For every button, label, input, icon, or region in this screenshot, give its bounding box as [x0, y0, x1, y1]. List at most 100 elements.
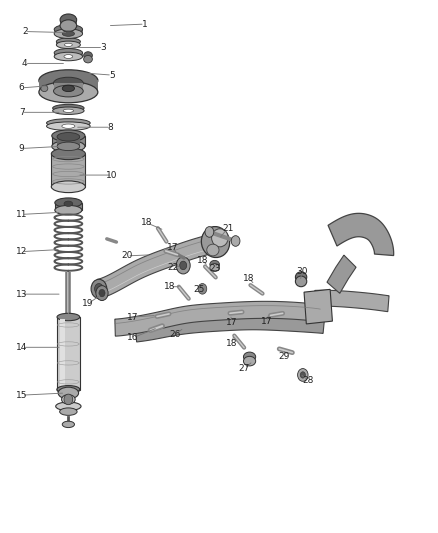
Bar — [54, 29, 82, 34]
Text: 17: 17 — [261, 317, 273, 326]
Ellipse shape — [210, 264, 219, 271]
PathPatch shape — [115, 301, 321, 336]
Text: 16: 16 — [127, 333, 139, 342]
Circle shape — [96, 286, 108, 301]
Ellipse shape — [51, 181, 85, 192]
Bar — [60, 20, 77, 26]
Bar — [304, 289, 332, 324]
Text: 8: 8 — [108, 123, 113, 132]
Text: 28: 28 — [303, 376, 314, 385]
Text: 18: 18 — [164, 282, 176, 291]
Circle shape — [91, 279, 107, 298]
Circle shape — [99, 289, 105, 297]
Text: 2: 2 — [22, 27, 28, 36]
Text: 12: 12 — [16, 247, 27, 256]
Text: 3: 3 — [100, 43, 106, 52]
Ellipse shape — [53, 85, 83, 97]
Bar — [54, 53, 82, 56]
Ellipse shape — [60, 14, 77, 26]
Ellipse shape — [57, 133, 80, 141]
Text: 11: 11 — [16, 210, 28, 219]
Circle shape — [297, 368, 308, 381]
PathPatch shape — [315, 290, 389, 312]
Text: 18: 18 — [243, 273, 254, 282]
Text: 17: 17 — [226, 318, 238, 327]
Ellipse shape — [46, 119, 90, 127]
Ellipse shape — [55, 205, 82, 215]
PathPatch shape — [327, 255, 356, 293]
Ellipse shape — [64, 43, 72, 46]
Circle shape — [300, 372, 305, 378]
Ellipse shape — [64, 201, 73, 206]
Text: 23: 23 — [209, 264, 220, 273]
Text: 21: 21 — [222, 224, 233, 233]
Text: 13: 13 — [16, 289, 28, 298]
Text: 15: 15 — [16, 391, 28, 400]
Circle shape — [231, 236, 240, 246]
Bar — [51, 154, 85, 187]
Bar — [52, 136, 85, 147]
Text: 27: 27 — [239, 364, 250, 373]
Ellipse shape — [207, 244, 219, 256]
Ellipse shape — [57, 386, 80, 393]
Ellipse shape — [52, 130, 85, 142]
Text: 5: 5 — [109, 70, 115, 79]
Text: 29: 29 — [279, 352, 290, 361]
Ellipse shape — [46, 122, 90, 131]
Bar — [57, 42, 81, 45]
Ellipse shape — [60, 20, 77, 31]
Ellipse shape — [58, 387, 78, 399]
Ellipse shape — [54, 29, 82, 38]
Text: 17: 17 — [127, 312, 139, 321]
PathPatch shape — [328, 213, 394, 255]
Ellipse shape — [63, 109, 74, 112]
PathPatch shape — [97, 234, 216, 298]
Text: 30: 30 — [296, 268, 308, 276]
Ellipse shape — [57, 41, 81, 49]
Text: 6: 6 — [19, 83, 25, 92]
Ellipse shape — [51, 148, 85, 160]
Ellipse shape — [53, 77, 83, 89]
Text: 18: 18 — [226, 338, 238, 348]
Ellipse shape — [39, 82, 98, 103]
Ellipse shape — [62, 394, 75, 404]
Ellipse shape — [64, 55, 73, 59]
Bar — [60, 319, 65, 387]
Ellipse shape — [41, 85, 48, 92]
Bar — [57, 317, 80, 390]
Text: 14: 14 — [16, 343, 27, 352]
Ellipse shape — [84, 55, 92, 63]
Circle shape — [95, 284, 103, 294]
Ellipse shape — [52, 141, 85, 152]
Ellipse shape — [53, 104, 84, 112]
Bar — [53, 108, 84, 111]
Ellipse shape — [62, 421, 74, 427]
Circle shape — [64, 394, 73, 405]
Text: 19: 19 — [82, 299, 94, 308]
Bar — [46, 123, 90, 126]
Ellipse shape — [39, 70, 98, 91]
Ellipse shape — [62, 85, 74, 92]
Text: 10: 10 — [106, 171, 118, 180]
Ellipse shape — [244, 357, 256, 366]
Circle shape — [176, 257, 190, 274]
Text: 20: 20 — [122, 252, 133, 260]
Bar — [39, 80, 98, 92]
Text: 26: 26 — [170, 330, 181, 339]
Text: 18: 18 — [197, 256, 208, 264]
Text: 18: 18 — [141, 219, 153, 228]
Ellipse shape — [62, 31, 74, 36]
Ellipse shape — [244, 352, 256, 362]
Ellipse shape — [54, 52, 82, 61]
Ellipse shape — [57, 313, 80, 321]
Text: 7: 7 — [19, 108, 25, 117]
Ellipse shape — [212, 229, 228, 247]
Ellipse shape — [295, 276, 307, 287]
Bar — [57, 137, 80, 147]
Bar — [55, 203, 82, 210]
Ellipse shape — [295, 272, 307, 282]
Ellipse shape — [62, 124, 75, 128]
Circle shape — [205, 227, 214, 237]
Text: 9: 9 — [19, 144, 25, 153]
Ellipse shape — [60, 408, 77, 415]
